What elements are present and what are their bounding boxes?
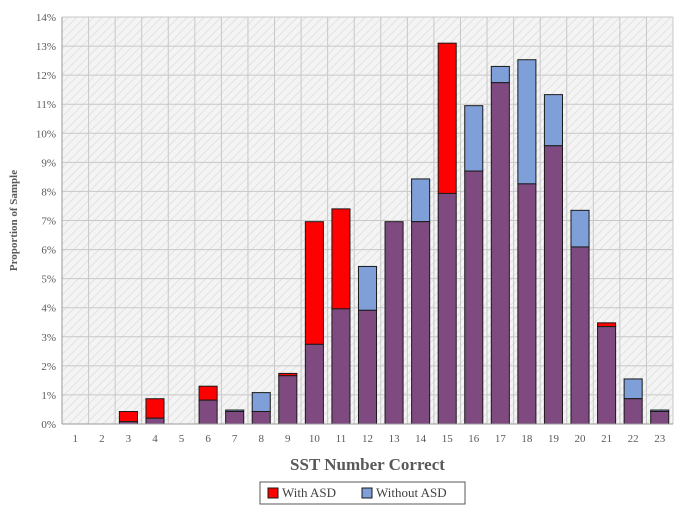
bar-overlap <box>597 326 617 425</box>
x-axis-title: SST Number Correct <box>290 455 445 474</box>
bar-without-asd <box>251 392 271 412</box>
bar-without-asd <box>357 265 378 311</box>
bar-overlap <box>650 410 670 425</box>
bar-with-asd <box>145 398 165 419</box>
x-tick-label: 10 <box>309 433 321 445</box>
x-tick-label: 16 <box>468 433 480 445</box>
bars <box>118 42 670 425</box>
bar-overlap <box>570 246 590 425</box>
x-tick-label: 4 <box>152 433 158 445</box>
y-tick-label: 3% <box>41 332 56 344</box>
bar-without-asd <box>543 94 563 147</box>
bar-with-asd <box>198 385 218 401</box>
x-tick-label: 22 <box>628 433 639 445</box>
bar-overlap <box>384 221 404 425</box>
bar-without-asd <box>411 178 431 223</box>
legend: With ASD Without ASD <box>259 481 466 505</box>
bar-overlap <box>623 398 643 425</box>
y-tick-label: 1% <box>41 390 56 402</box>
bar-overlap <box>357 309 378 425</box>
legend-label-without-asd: Without ASD <box>376 485 447 500</box>
x-tick-label: 21 <box>601 433 612 445</box>
bar-without-asd <box>464 105 484 172</box>
x-tick-label: 8 <box>258 433 264 445</box>
y-tick-label: 4% <box>41 303 56 315</box>
bar-without-asd <box>517 59 537 185</box>
x-tick-label: 17 <box>495 433 507 445</box>
legend-swatch-with-asd <box>267 487 279 499</box>
bar-overlap <box>464 170 484 425</box>
x-tick-label: 13 <box>389 433 401 445</box>
bar-overlap <box>225 410 245 425</box>
y-tick-label: 2% <box>41 361 56 373</box>
bar-overlap <box>543 145 563 425</box>
bar-with-asd <box>304 221 324 345</box>
y-tick-label: 13% <box>36 41 56 53</box>
x-tick-label: 18 <box>521 433 533 445</box>
bar-overlap <box>304 343 324 425</box>
y-tick-label: 9% <box>41 157 56 169</box>
bar-overlap <box>251 410 271 425</box>
y-tick-label: 11% <box>36 99 56 111</box>
x-tick-label: 7 <box>232 433 238 445</box>
axes <box>61 17 673 425</box>
bar-with-asd <box>597 322 617 328</box>
x-tick-label: 12 <box>362 433 373 445</box>
bar-overlap <box>331 308 351 425</box>
gridlines <box>61 16 674 425</box>
y-tick-label: 7% <box>41 216 56 228</box>
axis-ticks: 0%1%2%3%4%5%6%7%8%9%10%11%12%13%14%1 2 3 4 5… <box>36 12 666 445</box>
bar-overlap <box>198 399 218 425</box>
bar-with-asd <box>437 42 457 194</box>
y-tick-label: 6% <box>41 245 56 257</box>
x-tick-label: 14 <box>415 433 427 445</box>
bar-without-asd <box>490 65 510 84</box>
bar-overlap <box>490 82 510 425</box>
bar-overlap <box>145 417 165 425</box>
y-tick-label: 10% <box>36 128 56 140</box>
y-tick-label: 0% <box>41 419 56 431</box>
bar-without-asd <box>623 378 643 400</box>
y-axis-title: Proportion of Sample <box>8 170 20 271</box>
x-tick-label: 3 <box>126 433 132 445</box>
bar-without-asd <box>570 209 590 248</box>
x-tick-label: 2 <box>99 433 105 445</box>
x-tick-label: 6 <box>205 433 211 445</box>
legend-label-with-asd: With ASD <box>282 485 336 500</box>
x-tick-label: 15 <box>442 433 454 445</box>
x-tick-label: 1 <box>73 433 79 445</box>
x-tick-label: 5 <box>179 433 185 445</box>
x-tick-label: 11 <box>336 433 347 445</box>
bar-with-asd <box>118 410 138 423</box>
y-tick-label: 5% <box>41 274 56 286</box>
x-tick-label: 9 <box>285 433 291 445</box>
bar-overlap <box>437 192 457 425</box>
x-tick-label: 20 <box>575 433 587 445</box>
y-tick-label: 14% <box>36 12 56 24</box>
legend-swatch-without-asd <box>361 487 373 499</box>
x-tick-label: 19 <box>548 433 560 445</box>
bar-overlap <box>278 375 298 425</box>
bar-overlap <box>411 221 431 425</box>
x-tick-label: 23 <box>654 433 666 445</box>
bar-overlap <box>517 183 537 425</box>
y-tick-label: 12% <box>36 70 56 82</box>
y-tick-label: 8% <box>41 186 56 198</box>
bar-with-asd <box>331 208 351 310</box>
